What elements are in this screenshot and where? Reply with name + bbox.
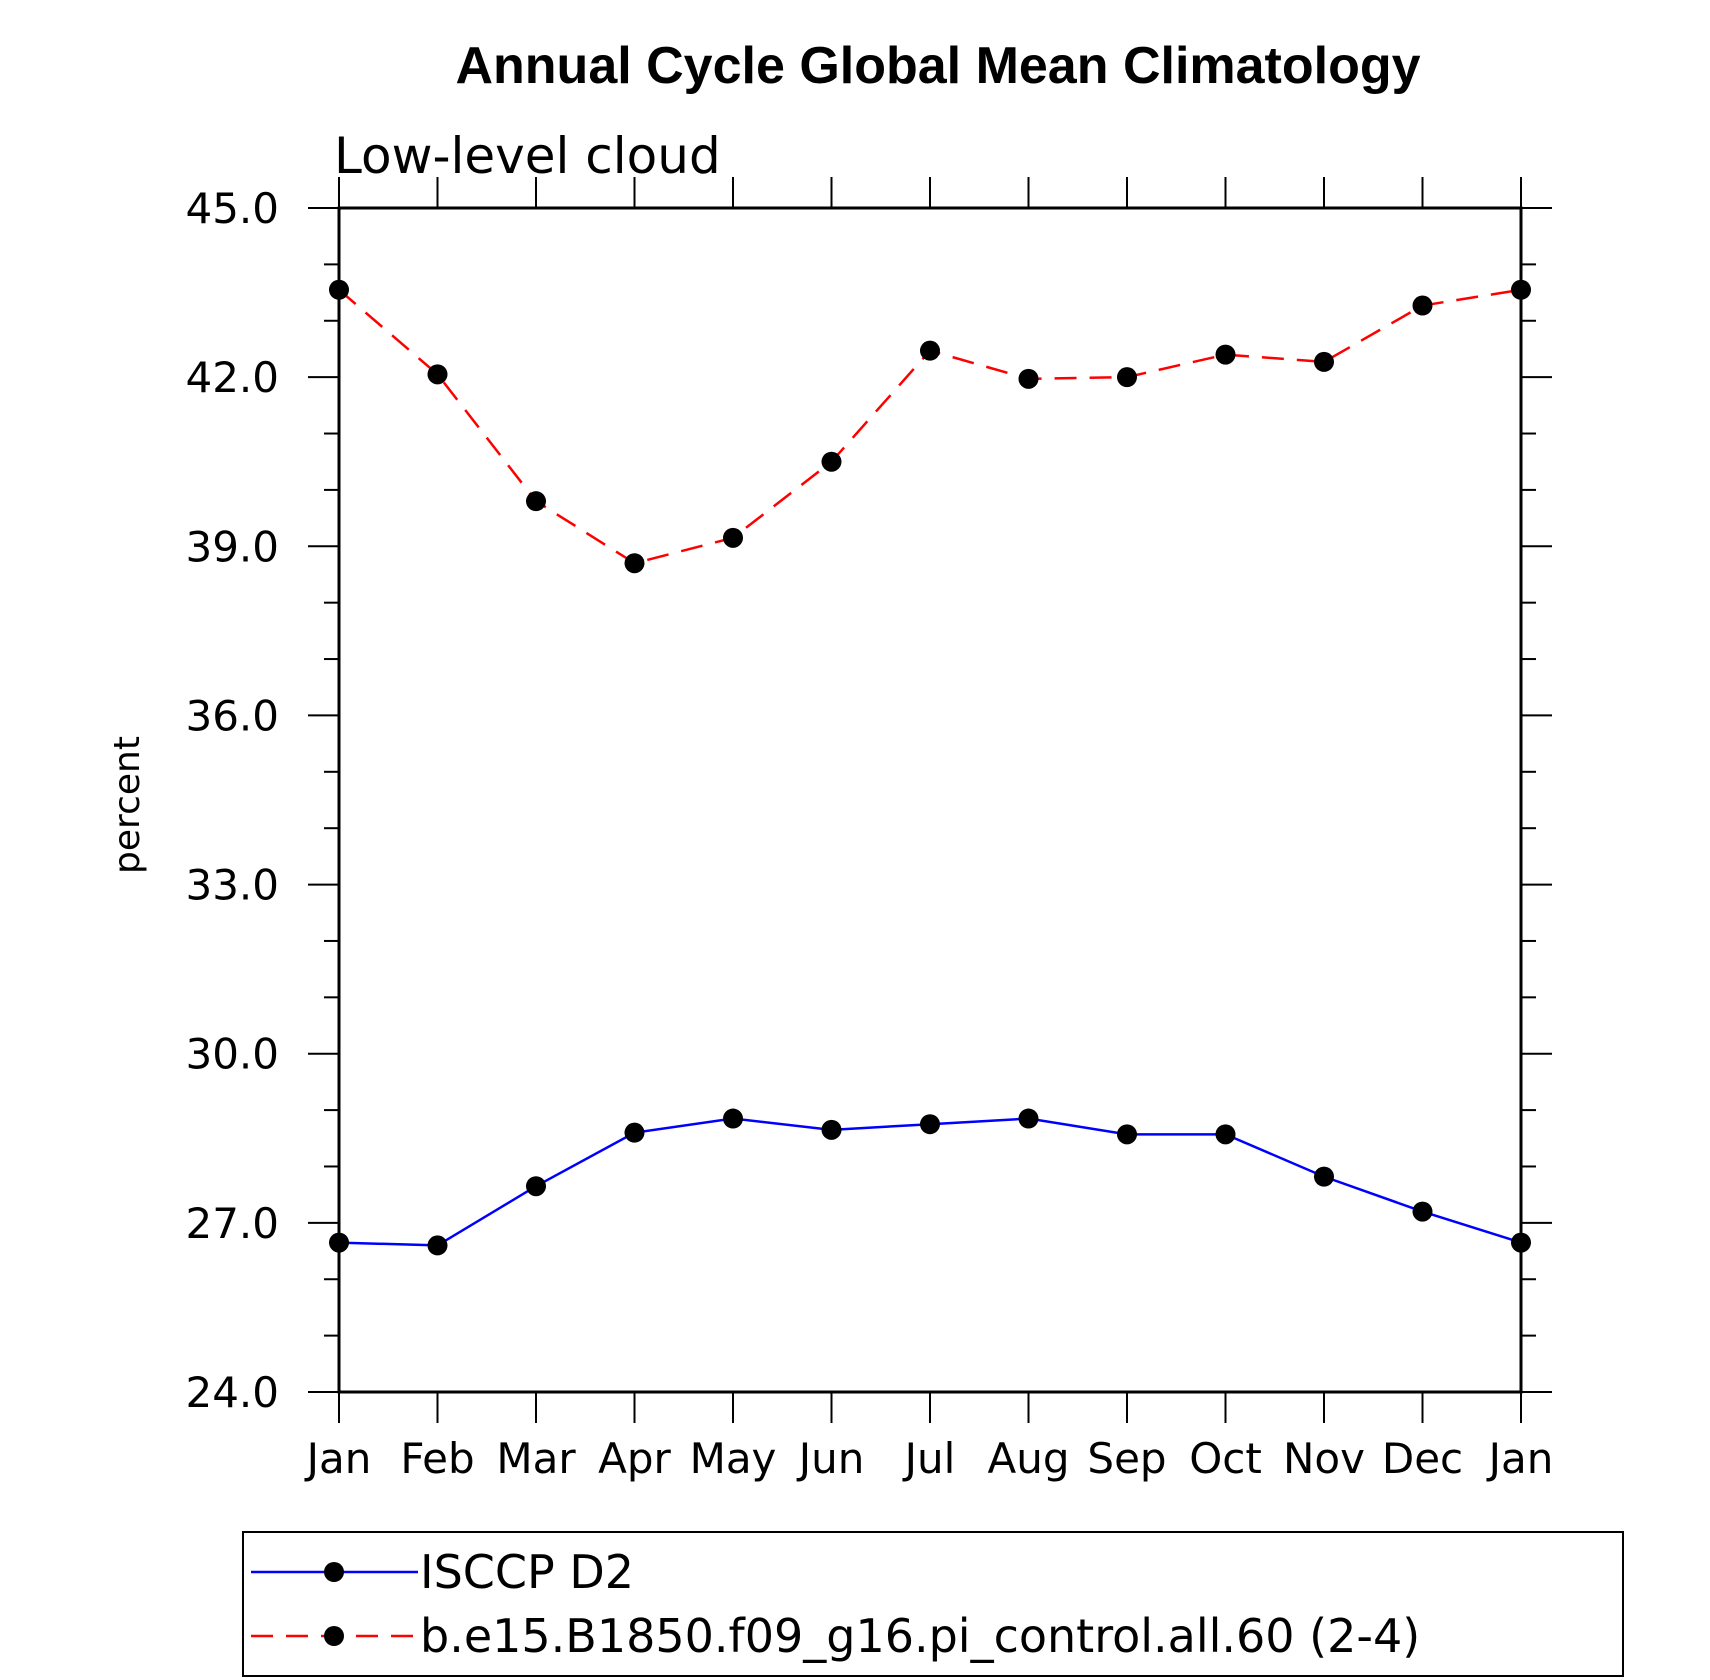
series-1-point bbox=[1511, 1232, 1531, 1253]
series-2-point bbox=[723, 527, 743, 548]
legend-label-2: b.e15.B1850.f09_g16.pi_control.all.60 (2… bbox=[420, 1609, 1420, 1663]
series-1-point bbox=[1412, 1201, 1433, 1222]
x-tick-label: Aug bbox=[987, 1434, 1069, 1483]
series-2-point bbox=[1412, 295, 1433, 316]
x-tick-label: Dec bbox=[1382, 1434, 1463, 1483]
series-2-point bbox=[821, 451, 842, 472]
y-tick-label: 27.0 bbox=[185, 1199, 279, 1248]
x-tick-label: Jan bbox=[304, 1434, 372, 1483]
chart-subtitle: Low-level cloud bbox=[334, 127, 721, 185]
legend-box bbox=[242, 1531, 1624, 1677]
axis-tick-labels: 24.0 27.0 30.0 33.0 36.0 39.0 42.0 45.0 Jan Feb Ma… bbox=[185, 184, 1553, 1483]
x-tick-label: Jun bbox=[796, 1434, 865, 1483]
y-tick-label: 39.0 bbox=[185, 522, 279, 571]
plot-frame bbox=[337, 206, 1523, 1394]
axis-ticks bbox=[308, 177, 1552, 1423]
y-tick-label: 33.0 bbox=[185, 861, 279, 910]
series-1-point bbox=[723, 1108, 743, 1129]
x-tick-label: Mar bbox=[496, 1434, 576, 1483]
series-line-2 bbox=[338, 288, 1522, 565]
x-tick-label: Feb bbox=[400, 1434, 474, 1483]
series-2-point bbox=[1215, 344, 1236, 365]
legend-marker-2 bbox=[324, 1626, 344, 1646]
y-axis-label: percent bbox=[107, 736, 148, 874]
series-2-point bbox=[329, 279, 349, 300]
legend-label-1: ISCCP D2 bbox=[420, 1545, 634, 1599]
x-tick-label: Oct bbox=[1189, 1434, 1262, 1483]
x-tick-label: May bbox=[690, 1434, 777, 1483]
y-tick-label: 30.0 bbox=[185, 1030, 279, 1079]
series-1-point bbox=[1117, 1124, 1137, 1145]
x-tick-label: Sep bbox=[1087, 1434, 1166, 1483]
series-2-point bbox=[1314, 351, 1334, 372]
series-line-1 bbox=[338, 1117, 1522, 1247]
series-1-point bbox=[1314, 1166, 1334, 1187]
series-2-point bbox=[624, 553, 645, 574]
series-2-point bbox=[920, 340, 940, 361]
y-tick-label: 45.0 bbox=[185, 184, 279, 233]
series-2-point bbox=[427, 364, 448, 385]
series-2-point bbox=[526, 491, 546, 512]
series-2-point bbox=[1511, 279, 1531, 300]
series-1-point bbox=[1215, 1124, 1236, 1145]
y-tick-label: 24.0 bbox=[185, 1368, 279, 1417]
series-1-point bbox=[624, 1122, 645, 1143]
series-1-point bbox=[920, 1114, 940, 1135]
legend-marker-1 bbox=[324, 1562, 344, 1582]
x-tick-label: Apr bbox=[598, 1434, 671, 1483]
series-1-point bbox=[329, 1232, 349, 1253]
y-tick-label: 42.0 bbox=[185, 353, 279, 402]
series-1-point bbox=[427, 1235, 448, 1256]
chart-title: Annual Cycle Global Mean Climatology bbox=[455, 37, 1420, 95]
series-2-point bbox=[1117, 367, 1137, 388]
legend: ISCCP D2 b.e15.B1850.f09_g16.pi_control.a… bbox=[242, 1531, 1624, 1677]
series-layer bbox=[329, 279, 1531, 1256]
series-2-point bbox=[1018, 368, 1039, 389]
series-1-point bbox=[821, 1119, 842, 1140]
x-tick-label: Jan bbox=[1486, 1434, 1554, 1483]
series-1-point bbox=[526, 1176, 546, 1197]
x-tick-label: Jul bbox=[902, 1434, 956, 1483]
x-tick-label: Nov bbox=[1283, 1434, 1365, 1483]
y-tick-label: 36.0 bbox=[185, 691, 279, 740]
series-1-point bbox=[1018, 1108, 1039, 1129]
